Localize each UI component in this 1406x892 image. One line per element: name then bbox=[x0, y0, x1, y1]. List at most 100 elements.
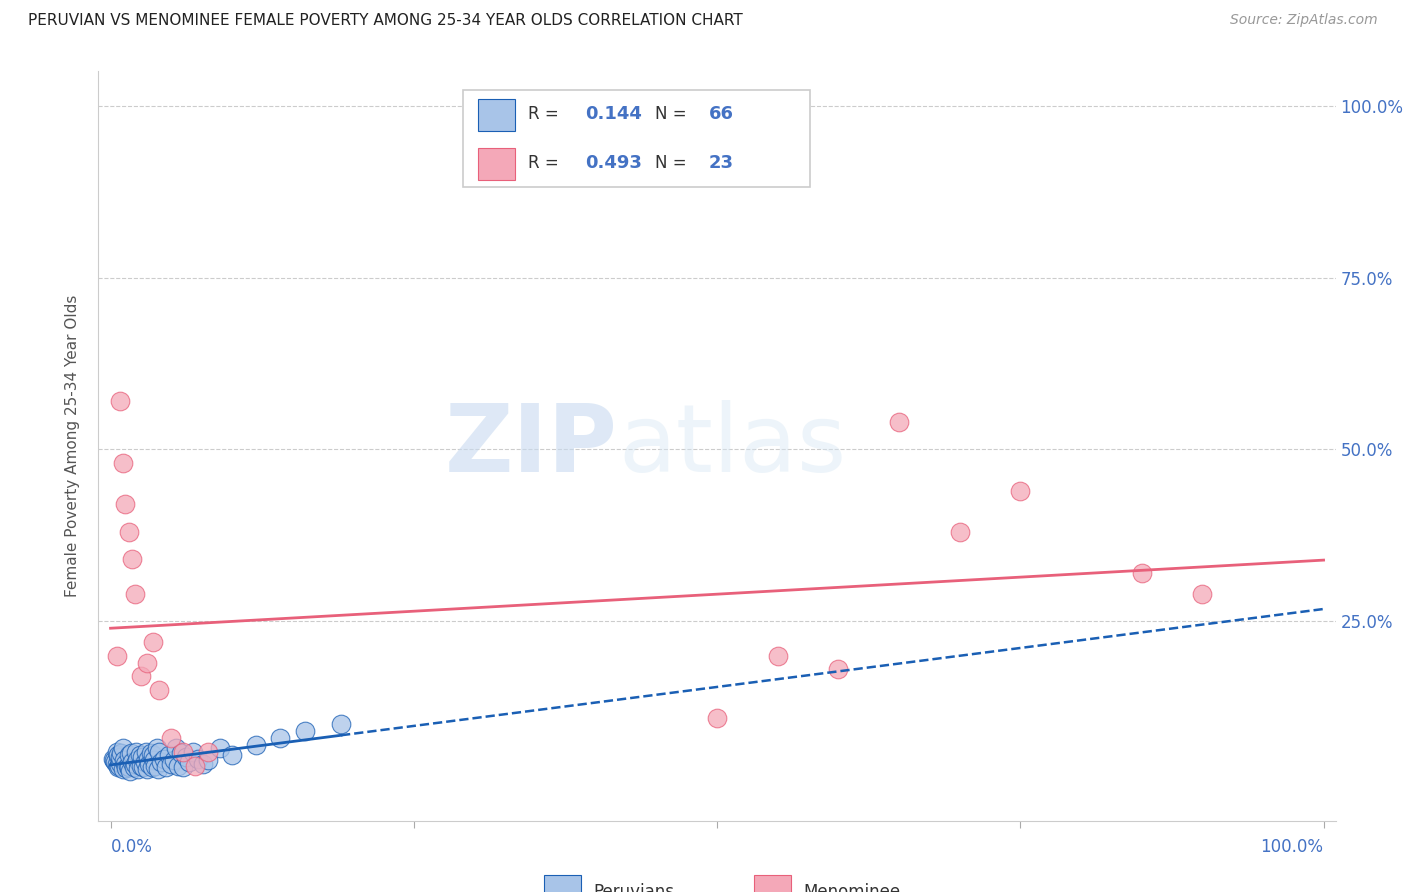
Point bbox=[135, 745, 157, 759]
Text: Source: ZipAtlas.com: Source: ZipAtlas.com bbox=[1230, 13, 1378, 28]
Point bbox=[105, 648, 128, 663]
Text: PERUVIAN VS MENOMINEE FEMALE POVERTY AMONG 25-34 YEAR OLDS CORRELATION CHART: PERUVIAN VS MENOMINEE FEMALE POVERTY AMO… bbox=[28, 13, 742, 29]
Point bbox=[127, 753, 149, 767]
Bar bbox=[478, 99, 516, 131]
Point bbox=[115, 761, 138, 775]
Point bbox=[134, 755, 156, 769]
Point bbox=[118, 764, 141, 779]
Point bbox=[107, 760, 129, 774]
Text: ZIP: ZIP bbox=[446, 400, 619, 492]
Point bbox=[120, 746, 142, 760]
Point bbox=[114, 757, 136, 772]
Point bbox=[127, 762, 149, 776]
Point bbox=[121, 552, 143, 566]
Point bbox=[150, 755, 173, 769]
Point bbox=[141, 760, 163, 774]
Bar bbox=[478, 148, 516, 179]
Text: 66: 66 bbox=[709, 105, 734, 123]
Point bbox=[197, 753, 219, 767]
Point bbox=[111, 741, 134, 756]
Point bbox=[197, 745, 219, 759]
Point bbox=[887, 415, 910, 429]
Point bbox=[118, 760, 141, 774]
Point bbox=[104, 755, 127, 769]
Point bbox=[128, 748, 150, 763]
Point bbox=[138, 757, 160, 772]
Point bbox=[221, 748, 243, 763]
Point bbox=[139, 746, 162, 760]
Point bbox=[179, 755, 201, 769]
Point bbox=[117, 758, 139, 772]
Point bbox=[1010, 483, 1032, 498]
Point bbox=[108, 758, 131, 772]
Point bbox=[146, 762, 169, 776]
Point bbox=[101, 752, 124, 766]
Point bbox=[110, 756, 132, 770]
Point bbox=[131, 750, 153, 764]
Text: N =: N = bbox=[655, 154, 692, 172]
Text: 0.493: 0.493 bbox=[585, 154, 641, 172]
Point bbox=[124, 587, 146, 601]
Point bbox=[330, 717, 353, 731]
Point bbox=[827, 662, 849, 676]
Point bbox=[160, 731, 183, 746]
Point bbox=[184, 758, 207, 772]
Text: 0.0%: 0.0% bbox=[111, 838, 152, 855]
Point bbox=[172, 745, 194, 759]
Point bbox=[105, 757, 128, 772]
Point bbox=[111, 456, 134, 470]
Point bbox=[162, 753, 184, 767]
Point bbox=[148, 683, 170, 698]
Text: atlas: atlas bbox=[619, 400, 846, 492]
Point bbox=[142, 748, 165, 763]
Point bbox=[157, 748, 180, 763]
Point bbox=[245, 738, 267, 752]
Text: R =: R = bbox=[527, 105, 564, 123]
Point bbox=[174, 750, 197, 764]
Point bbox=[107, 748, 129, 763]
Text: Menominee: Menominee bbox=[804, 883, 901, 892]
Point bbox=[114, 498, 136, 512]
Point bbox=[208, 741, 231, 756]
Point bbox=[1130, 566, 1153, 581]
Point bbox=[129, 758, 152, 772]
FancyBboxPatch shape bbox=[464, 90, 810, 187]
Text: N =: N = bbox=[655, 105, 692, 123]
Point bbox=[118, 524, 141, 539]
Point bbox=[103, 753, 125, 767]
Bar bbox=[544, 875, 581, 892]
Point bbox=[129, 669, 152, 683]
Point bbox=[155, 760, 177, 774]
Point bbox=[187, 752, 209, 766]
Point bbox=[294, 724, 316, 739]
Y-axis label: Female Poverty Among 25-34 Year Olds: Female Poverty Among 25-34 Year Olds bbox=[65, 295, 80, 597]
Point bbox=[142, 635, 165, 649]
Point bbox=[110, 750, 132, 764]
Point bbox=[125, 745, 148, 759]
Point bbox=[1191, 587, 1213, 601]
Text: 100.0%: 100.0% bbox=[1261, 838, 1323, 855]
Bar bbox=[754, 875, 792, 892]
Point bbox=[181, 745, 204, 759]
Point bbox=[110, 394, 132, 409]
Point bbox=[110, 746, 132, 760]
Point bbox=[165, 741, 187, 756]
Text: 23: 23 bbox=[709, 154, 734, 172]
Text: R =: R = bbox=[527, 154, 564, 172]
Point bbox=[153, 752, 176, 766]
Point bbox=[145, 758, 167, 772]
Point bbox=[167, 758, 190, 772]
Point bbox=[105, 745, 128, 759]
Point bbox=[170, 746, 193, 760]
Point bbox=[766, 648, 789, 663]
Point bbox=[148, 745, 170, 759]
Point bbox=[132, 760, 155, 774]
Point bbox=[269, 731, 291, 746]
Point bbox=[145, 741, 167, 756]
Point bbox=[706, 710, 728, 724]
Point bbox=[112, 753, 135, 767]
Point bbox=[122, 760, 145, 774]
Point bbox=[136, 656, 159, 670]
Point bbox=[111, 762, 134, 776]
Point bbox=[124, 757, 146, 772]
